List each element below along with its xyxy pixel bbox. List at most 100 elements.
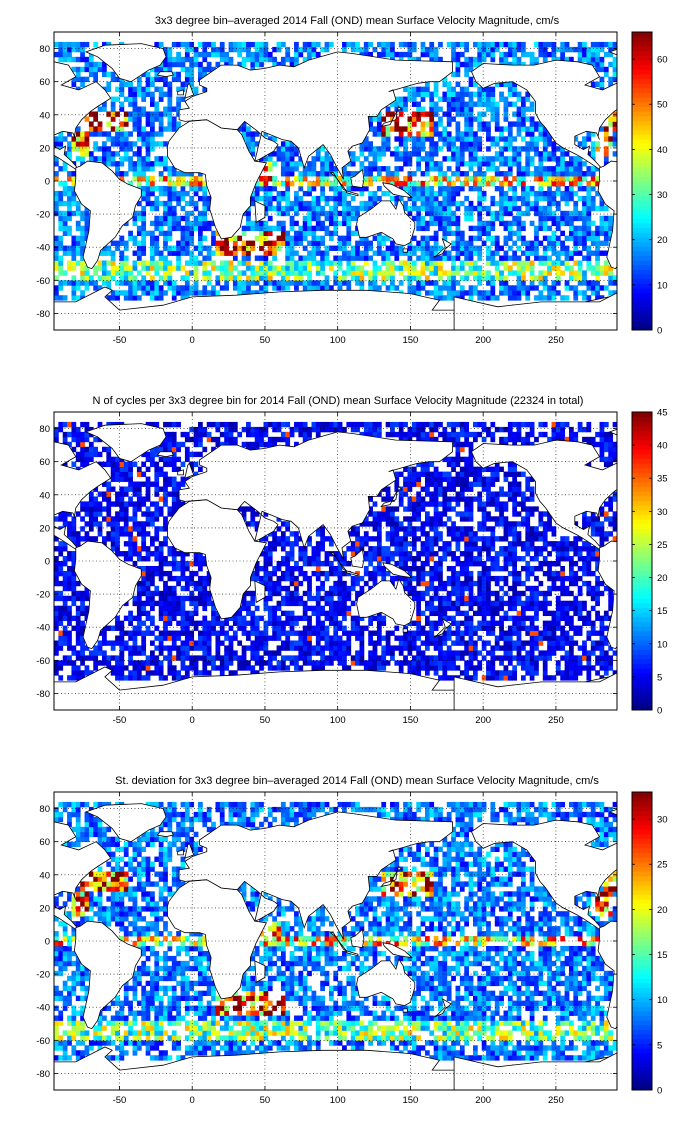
heatmap-cell [595, 240, 600, 246]
heatmap-cell [93, 501, 99, 507]
heatmap-cell [224, 441, 229, 448]
heatmap-cell [254, 141, 260, 147]
heatmap-cell [246, 141, 251, 147]
heatmap-cell [298, 600, 304, 607]
heatmap-cell [507, 61, 513, 68]
heatmap-cell [346, 265, 352, 271]
heatmap-cell [158, 506, 164, 512]
heatmap-cell [285, 665, 291, 671]
heatmap-cell [289, 600, 295, 607]
heatmap-cell [136, 620, 142, 626]
heatmap-cell [237, 126, 243, 132]
heatmap-cell [590, 131, 596, 137]
heatmap-cell [520, 101, 526, 107]
heatmap-cell [337, 210, 343, 217]
heatmap-cell [167, 570, 173, 577]
heatmap-cell [171, 421, 177, 428]
heatmap-cell [333, 280, 339, 286]
heatmap-cell [154, 205, 160, 212]
heatmap-cell [551, 295, 557, 301]
heatmap-cell [67, 645, 72, 651]
colorbar-segment [632, 171, 652, 177]
heatmap-cell [136, 116, 142, 122]
heatmap-cell [254, 181, 260, 187]
heatmap-cell [285, 280, 291, 286]
heatmap-cell [599, 46, 605, 53]
heatmap-cell [390, 171, 395, 177]
heatmap-cell [438, 265, 443, 271]
heatmap-cell [516, 290, 522, 296]
heatmap-cell [407, 290, 413, 296]
heatmap-cell [403, 185, 408, 192]
heatmap-cell [529, 141, 535, 147]
heatmap-cell [163, 610, 168, 617]
heatmap-cell [193, 436, 199, 443]
heatmap-cell [464, 161, 470, 167]
heatmap-cell [381, 260, 387, 266]
heatmap-cell [232, 650, 238, 656]
heatmap-cell [145, 595, 151, 602]
heatmap-cell [481, 270, 487, 276]
heatmap-cell [468, 235, 474, 241]
heatmap-cell [411, 250, 417, 256]
heatmap-cell [163, 436, 168, 443]
heatmap-cell [241, 255, 247, 261]
heatmap-cell [320, 235, 325, 241]
heatmap-cell [529, 265, 535, 271]
heatmap-cell [276, 615, 282, 621]
heatmap-cell [595, 41, 600, 48]
heatmap-cell [472, 171, 478, 177]
heatmap-cell [150, 66, 155, 73]
heatmap-cell [176, 580, 181, 587]
heatmap-cell [115, 541, 120, 547]
heatmap-cell [507, 225, 513, 232]
heatmap-cell [481, 275, 487, 281]
heatmap-cell [228, 640, 234, 646]
heatmap-cell [241, 665, 247, 671]
heatmap-cell [368, 116, 373, 122]
heatmap-cell [150, 446, 155, 453]
heatmap-cell [115, 531, 120, 537]
heatmap-cell [503, 190, 509, 197]
heatmap-cell [80, 161, 85, 167]
heatmap-cell [150, 161, 155, 167]
heatmap-cell [407, 185, 413, 192]
heatmap-cell [198, 585, 203, 592]
heatmap-cell [171, 561, 177, 567]
heatmap-cell [416, 285, 421, 291]
heatmap-cell [333, 215, 339, 222]
heatmap-cell [75, 625, 81, 631]
heatmap-cell [97, 521, 103, 527]
heatmap-cell [346, 220, 352, 227]
heatmap-cell [276, 516, 282, 522]
heatmap-cell [280, 285, 286, 291]
heatmap-cell [106, 275, 112, 281]
heatmap-cell [163, 235, 168, 241]
heatmap-cell [189, 220, 195, 227]
heatmap-cell [285, 141, 291, 147]
heatmap-cell [560, 230, 566, 237]
heatmap-cell [394, 116, 400, 122]
heatmap-cell [141, 541, 147, 547]
heatmap-cell [84, 511, 90, 517]
heatmap-cell [219, 421, 225, 428]
heatmap-cell [145, 580, 151, 587]
heatmap-cell [254, 51, 260, 58]
heatmap-cell [516, 131, 522, 137]
heatmap-cell [507, 166, 513, 172]
heatmap-cell [315, 561, 321, 567]
heatmap-cell [411, 185, 417, 192]
heatmap-cell [180, 610, 186, 617]
heatmap-cell [542, 176, 548, 182]
heatmap-cell [71, 615, 77, 621]
heatmap-cell [608, 141, 614, 147]
heatmap-cell [136, 121, 142, 127]
heatmap-cell [150, 96, 155, 102]
heatmap-cell [132, 116, 138, 122]
heatmap-cell [538, 126, 544, 132]
heatmap-cell [407, 270, 413, 276]
heatmap-cell [320, 255, 325, 261]
heatmap-cell [67, 531, 72, 537]
heatmap-cell [250, 151, 256, 157]
heatmap-cell [110, 546, 116, 552]
